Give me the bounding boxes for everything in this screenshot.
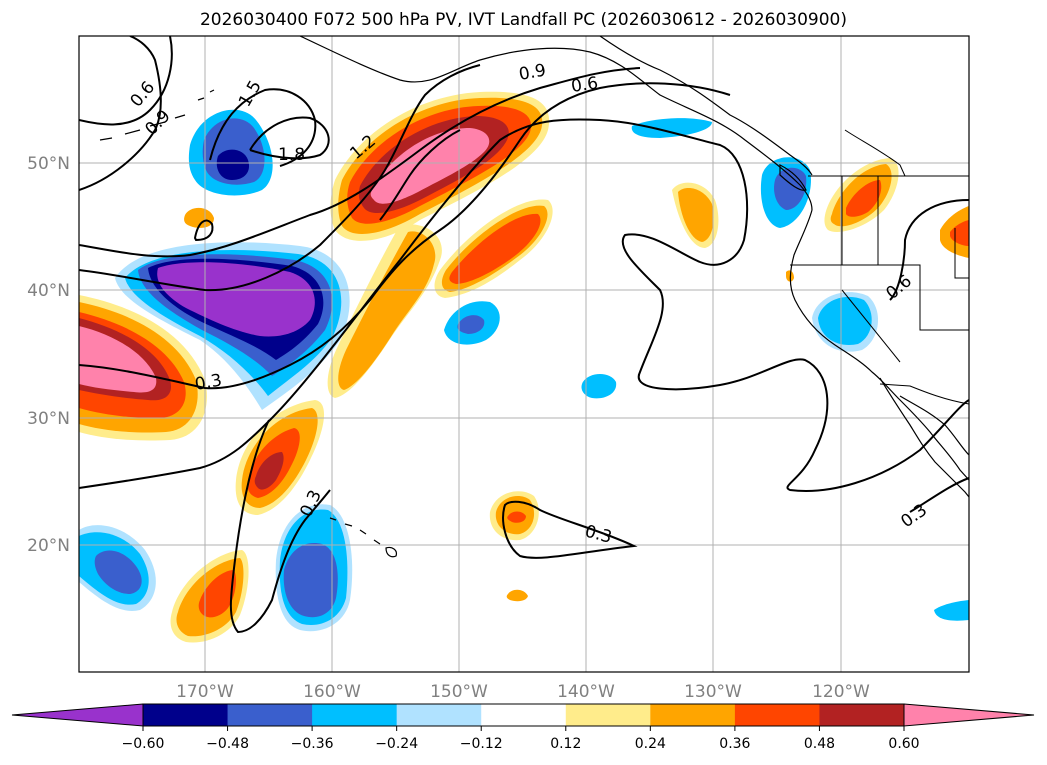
colorbar-cell [396,704,482,726]
lon-label: 160°W [303,682,361,702]
colorbar: −0.60 −0.48 −0.36 −0.24 −0.12 0.12 0.24 0.36 0.4… [11,703,1035,752]
colorbar-cell [312,704,398,726]
lon-label: 130°W [684,682,742,702]
colorbar-cell [227,704,313,726]
colorbar-tick-label: 0.36 [719,736,750,752]
neg-anomaly-region [934,600,969,621]
pos-anomaly-region [198,570,236,618]
pos-anomaly-region [678,188,714,242]
pos-anomaly-region [506,589,528,602]
contour-0.3 [79,118,969,492]
contour-label: 0.6 [570,73,600,97]
state-border [841,289,901,363]
contour-1.5 [209,88,317,167]
pos-anomaly-region [449,213,541,284]
contour-0.6 [79,36,173,126]
contour-0.9 [79,36,162,191]
coastline-bc-alaska [599,36,813,176]
coastline-west-us [789,209,969,481]
map-title: 2026030400 F072 500 hPa PV, IVT Landfall… [199,10,847,30]
lon-label: 150°W [430,682,488,702]
colorbar-ticks: −0.60 −0.48 −0.36 −0.24 −0.12 0.12 0.24 0.36 0.4… [122,726,920,752]
colorbar-tick-label: 0.12 [550,736,581,752]
neg-anomaly-region [157,262,315,337]
pos-anomaly-region [370,128,490,204]
pos-anomaly-region [846,180,882,217]
pos-anomaly-region [507,511,526,523]
lat-label: 20°N [27,536,70,556]
lat-label: 30°N [27,409,70,429]
state-border [841,176,969,331]
plot-area: 0.6 0.9 1.5 1.8 1.2 0.9 0.6 0.3 0.3 0.3 … [78,35,970,673]
colorbar-frame [142,703,905,727]
contour-lines [79,36,969,634]
colorbar-tick-label: 0.60 [888,736,919,752]
contour-0.6 [79,82,731,390]
colorbar-tick-label: −0.60 [122,736,165,752]
colorbar-cell [143,704,229,726]
contour-1.5 [193,219,214,242]
colorbar-extend-low [11,703,144,727]
vancouver-island [779,164,807,191]
state-border [844,129,906,177]
colorbar-tick-label: −0.24 [375,736,418,752]
contour-0.3 [502,500,638,559]
pos-anomaly-region [79,326,157,393]
contour-1.2 [379,129,461,221]
colorbar-tick-label: 0.48 [804,736,835,752]
lat-label: 40°N [27,281,70,301]
colorbar-extend-high [903,703,1035,727]
colorbar-tick-label: −0.36 [291,736,334,752]
neg-anomaly-region [94,550,142,594]
neg-anomaly-region [283,543,338,618]
gridlines [79,36,969,672]
colorbar-cell [734,704,820,726]
pos-anomaly-region [254,452,284,490]
colorbar-cell [650,704,736,726]
contour-0.6 [889,199,969,301]
colorbar-tick-label: 0.24 [635,736,666,752]
lon-label: 120°W [812,682,870,702]
contour-0.3 [909,477,969,513]
contour-0.3 [229,419,331,634]
neg-anomaly-region [216,149,250,180]
pos-anomaly-region [338,231,436,390]
neg-anomaly-region [818,296,872,345]
pos-anomaly-region [184,207,214,228]
neg-anomaly-region [457,315,485,334]
lon-axis-labels: 170°W 160°W 150°W 140°W 130°W 120°W [176,682,870,702]
contour-1.2 [79,64,481,292]
neg-anomaly-region [581,373,617,399]
colorbar-cell [819,704,905,726]
colorbar-tick-label: −0.12 [460,736,503,752]
coastline-alaska [299,36,813,211]
colorbar-cell [565,704,651,726]
neg-anomaly-region [631,118,712,138]
us-mexico-border [879,383,969,405]
contour-0.9 [79,67,641,258]
borders [790,129,969,405]
colorbar-cells [11,703,1035,727]
contour-label: 0.9 [517,61,547,85]
colorbar-cell [481,704,567,726]
contour-label: 1.8 [278,145,305,165]
lat-label: 50°N [27,154,70,174]
lat-axis-labels: 50°N 40°N 30°N 20°N [27,154,70,556]
lon-label: 140°W [557,682,615,702]
colorbar-tick-label: −0.48 [206,736,249,752]
contour-label: 0.3 [193,371,223,395]
shading-layer [79,91,969,643]
contour-1.8 [249,116,330,160]
plot-frame [78,35,970,673]
lon-label: 170°W [176,682,234,702]
state-border [877,176,969,279]
hawaii [329,517,397,558]
